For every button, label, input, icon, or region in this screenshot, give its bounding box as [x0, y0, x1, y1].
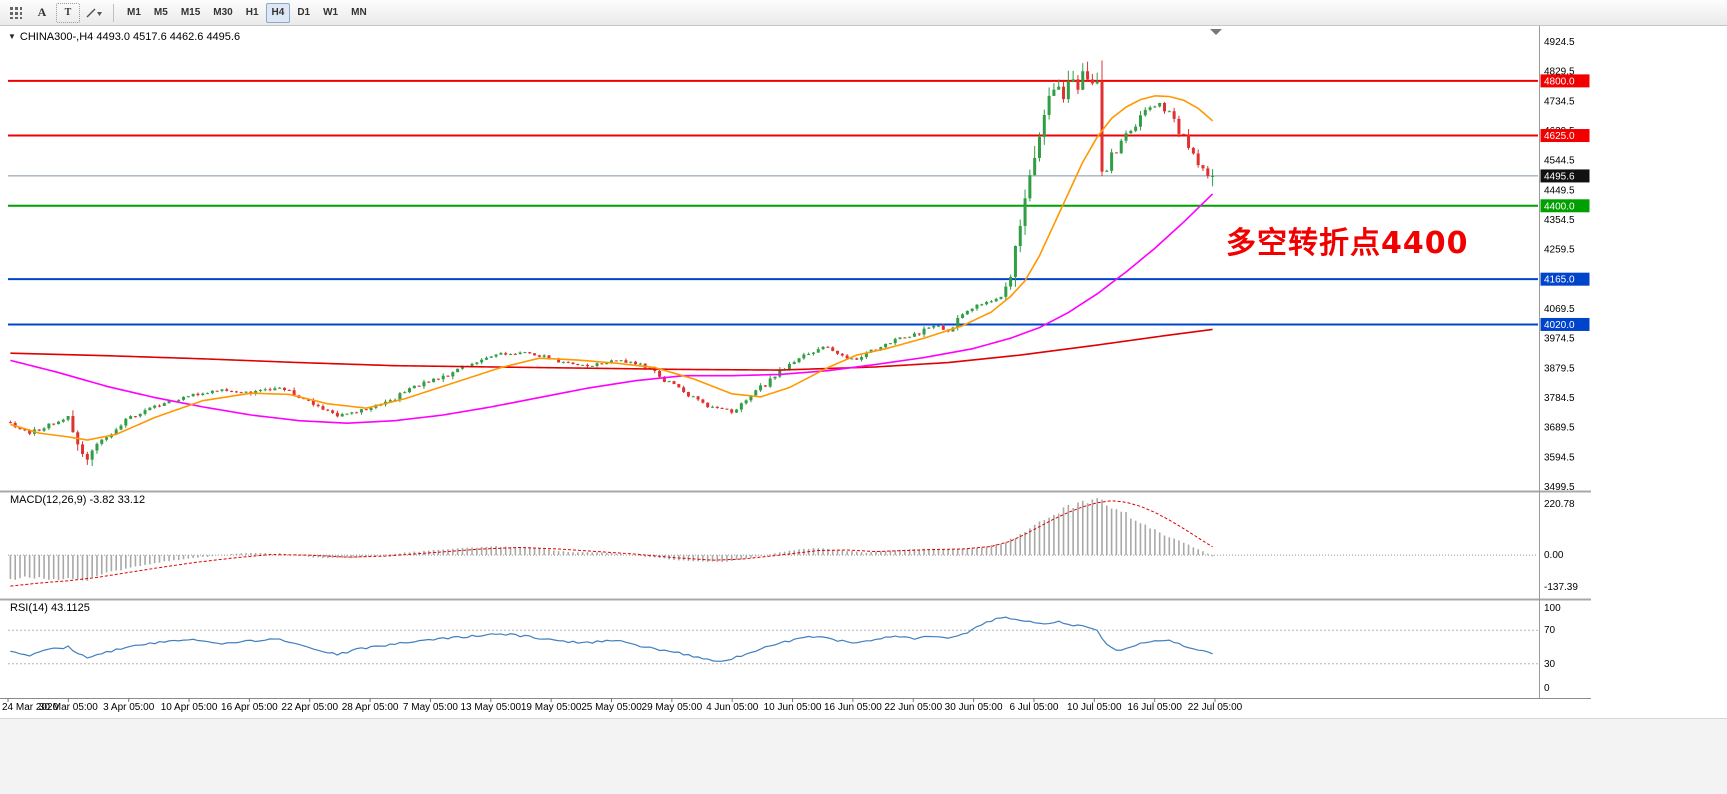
svg-text:3974.5: 3974.5	[1544, 334, 1575, 345]
svg-text:-137.39: -137.39	[1544, 582, 1578, 593]
svg-text:3879.5: 3879.5	[1544, 363, 1575, 374]
chart-title-text: CHINA300-,H4 4493.0 4517.6 4462.6 4495.6	[19, 31, 241, 43]
svg-text:4020.0: 4020.0	[1544, 320, 1575, 331]
svg-text:10 Apr 05:00: 10 Apr 05:00	[161, 702, 218, 713]
toolbar-separator	[113, 3, 114, 22]
svg-text:3 Apr 05:00: 3 Apr 05:00	[103, 702, 155, 713]
svg-text:7 May 05:00: 7 May 05:00	[403, 702, 458, 713]
chart-grid-icon[interactable]	[4, 2, 28, 24]
chart-annotation: 多空转折点4400	[1226, 226, 1469, 261]
chart-window[interactable]: 4924.54829.54734.54639.54544.54449.54354…	[0, 26, 1727, 718]
timeframe-button-mn[interactable]: MN	[345, 3, 373, 23]
svg-text:16 Jun 05:00: 16 Jun 05:00	[824, 702, 882, 713]
svg-text:16 Apr 05:00: 16 Apr 05:00	[221, 702, 278, 713]
bottom-strip	[0, 718, 1727, 794]
timeframe-button-h1[interactable]: H1	[240, 3, 265, 23]
svg-text:13 May 05:00: 13 May 05:00	[460, 702, 521, 713]
svg-text:4495.6: 4495.6	[1544, 171, 1575, 182]
svg-text:4734.5: 4734.5	[1544, 96, 1575, 107]
svg-text:28 Apr 05:00: 28 Apr 05:00	[342, 702, 399, 713]
timeframe-button-h4[interactable]: H4	[265, 2, 291, 23]
svg-text:4069.5: 4069.5	[1544, 304, 1575, 315]
svg-text:30: 30	[1544, 659, 1556, 670]
shapes-tool-button[interactable]	[82, 2, 106, 24]
rsi-axis: 100 70 30 0	[1544, 603, 1561, 694]
chart-shift-marker-icon[interactable]	[1210, 29, 1222, 35]
svg-text:3784.5: 3784.5	[1544, 393, 1575, 404]
svg-text:0.00: 0.00	[1544, 550, 1564, 561]
ma-fast-orange	[10, 95, 1214, 441]
timeframe-button-d1[interactable]: D1	[291, 3, 316, 23]
svg-text:30 Jun 05:00: 30 Jun 05:00	[945, 702, 1003, 713]
panel-separators	[0, 26, 1591, 699]
svg-text:4165.0: 4165.0	[1544, 275, 1575, 286]
symbol-dropdown-icon[interactable]: ▼	[8, 32, 16, 41]
macd-axis: 220.78 0.00 -137.39	[1544, 499, 1578, 593]
macd-panel	[8, 498, 1538, 587]
chart-canvas[interactable]: 4924.54829.54734.54639.54544.54449.54354…	[0, 26, 1727, 718]
toolbar: A T M1 M5 M15 M30 H1 H4 D1 W1 MN	[0, 0, 1727, 26]
svg-text:4924.5: 4924.5	[1544, 37, 1575, 48]
svg-text:6 Jul 05:00: 6 Jul 05:00	[1009, 702, 1058, 713]
timeframe-button-m1[interactable]: M1	[121, 3, 147, 23]
svg-text:0: 0	[1544, 683, 1550, 694]
grid-dots-glyph	[10, 6, 22, 19]
svg-text:100: 100	[1544, 603, 1561, 614]
svg-text:25 May 05:00: 25 May 05:00	[581, 702, 642, 713]
svg-text:4829.5: 4829.5	[1544, 67, 1575, 78]
svg-text:22 Jul 05:00: 22 Jul 05:00	[1188, 702, 1243, 713]
svg-text:10 Jul 05:00: 10 Jul 05:00	[1067, 702, 1122, 713]
ma-slow-red	[10, 328, 1213, 371]
svg-text:4544.5: 4544.5	[1544, 156, 1575, 167]
svg-text:4259.5: 4259.5	[1544, 245, 1575, 256]
ma-mid-magenta	[10, 193, 1214, 424]
svg-text:3594.5: 3594.5	[1544, 452, 1575, 463]
svg-text:4 Jun 05:00: 4 Jun 05:00	[706, 702, 759, 713]
svg-text:10 Jun 05:00: 10 Jun 05:00	[764, 702, 822, 713]
price-axis: 4924.54829.54734.54639.54544.54449.54354…	[1540, 37, 1590, 493]
price-level-lines[interactable]	[8, 79, 1538, 326]
shapes-glyph	[86, 7, 102, 18]
svg-text:3689.5: 3689.5	[1544, 423, 1575, 434]
svg-text:4400.0: 4400.0	[1544, 201, 1575, 212]
svg-text:24 Mar 2020: 24 Mar 2020	[2, 702, 59, 713]
cursor-tool-button[interactable]: A	[30, 3, 54, 23]
timeframe-button-w1[interactable]: W1	[317, 3, 344, 23]
macd-signal-line	[10, 500, 1213, 587]
text-tool-button[interactable]: T	[56, 2, 80, 23]
svg-text:4625.0: 4625.0	[1544, 131, 1575, 142]
svg-text:4354.5: 4354.5	[1544, 215, 1575, 226]
timeframe-button-m15[interactable]: M15	[175, 3, 206, 23]
timeframe-button-m30[interactable]: M30	[207, 3, 238, 23]
svg-text:4449.5: 4449.5	[1544, 185, 1575, 196]
rsi-panel	[8, 616, 1538, 665]
svg-text:16 Jul 05:00: 16 Jul 05:00	[1127, 702, 1182, 713]
svg-text:70: 70	[1544, 625, 1556, 636]
rsi-label: RSI(14) 43.1125	[10, 602, 90, 614]
svg-text:220.78: 220.78	[1544, 499, 1575, 510]
chart-title: ▼ CHINA300-,H4 4493.0 4517.6 4462.6 4495…	[8, 31, 240, 43]
svg-text:22 Jun 05:00: 22 Jun 05:00	[884, 702, 942, 713]
macd-label: MACD(12,26,9) -3.82 33.12	[10, 494, 146, 506]
svg-text:22 Apr 05:00: 22 Apr 05:00	[281, 702, 338, 713]
timeframe-buttons: M1 M5 M15 M30 H1 H4 D1 W1 MN	[121, 2, 373, 23]
svg-text:29 May 05:00: 29 May 05:00	[642, 702, 703, 713]
svg-text:19 May 05:00: 19 May 05:00	[521, 702, 582, 713]
svg-text:4800.0: 4800.0	[1544, 76, 1575, 87]
moving-averages	[10, 95, 1214, 441]
svg-text:30 Mar 05:00: 30 Mar 05:00	[39, 702, 98, 713]
rsi-line	[10, 616, 1213, 662]
svg-text:3499.5: 3499.5	[1544, 482, 1575, 493]
timeframe-button-m5[interactable]: M5	[148, 3, 174, 23]
